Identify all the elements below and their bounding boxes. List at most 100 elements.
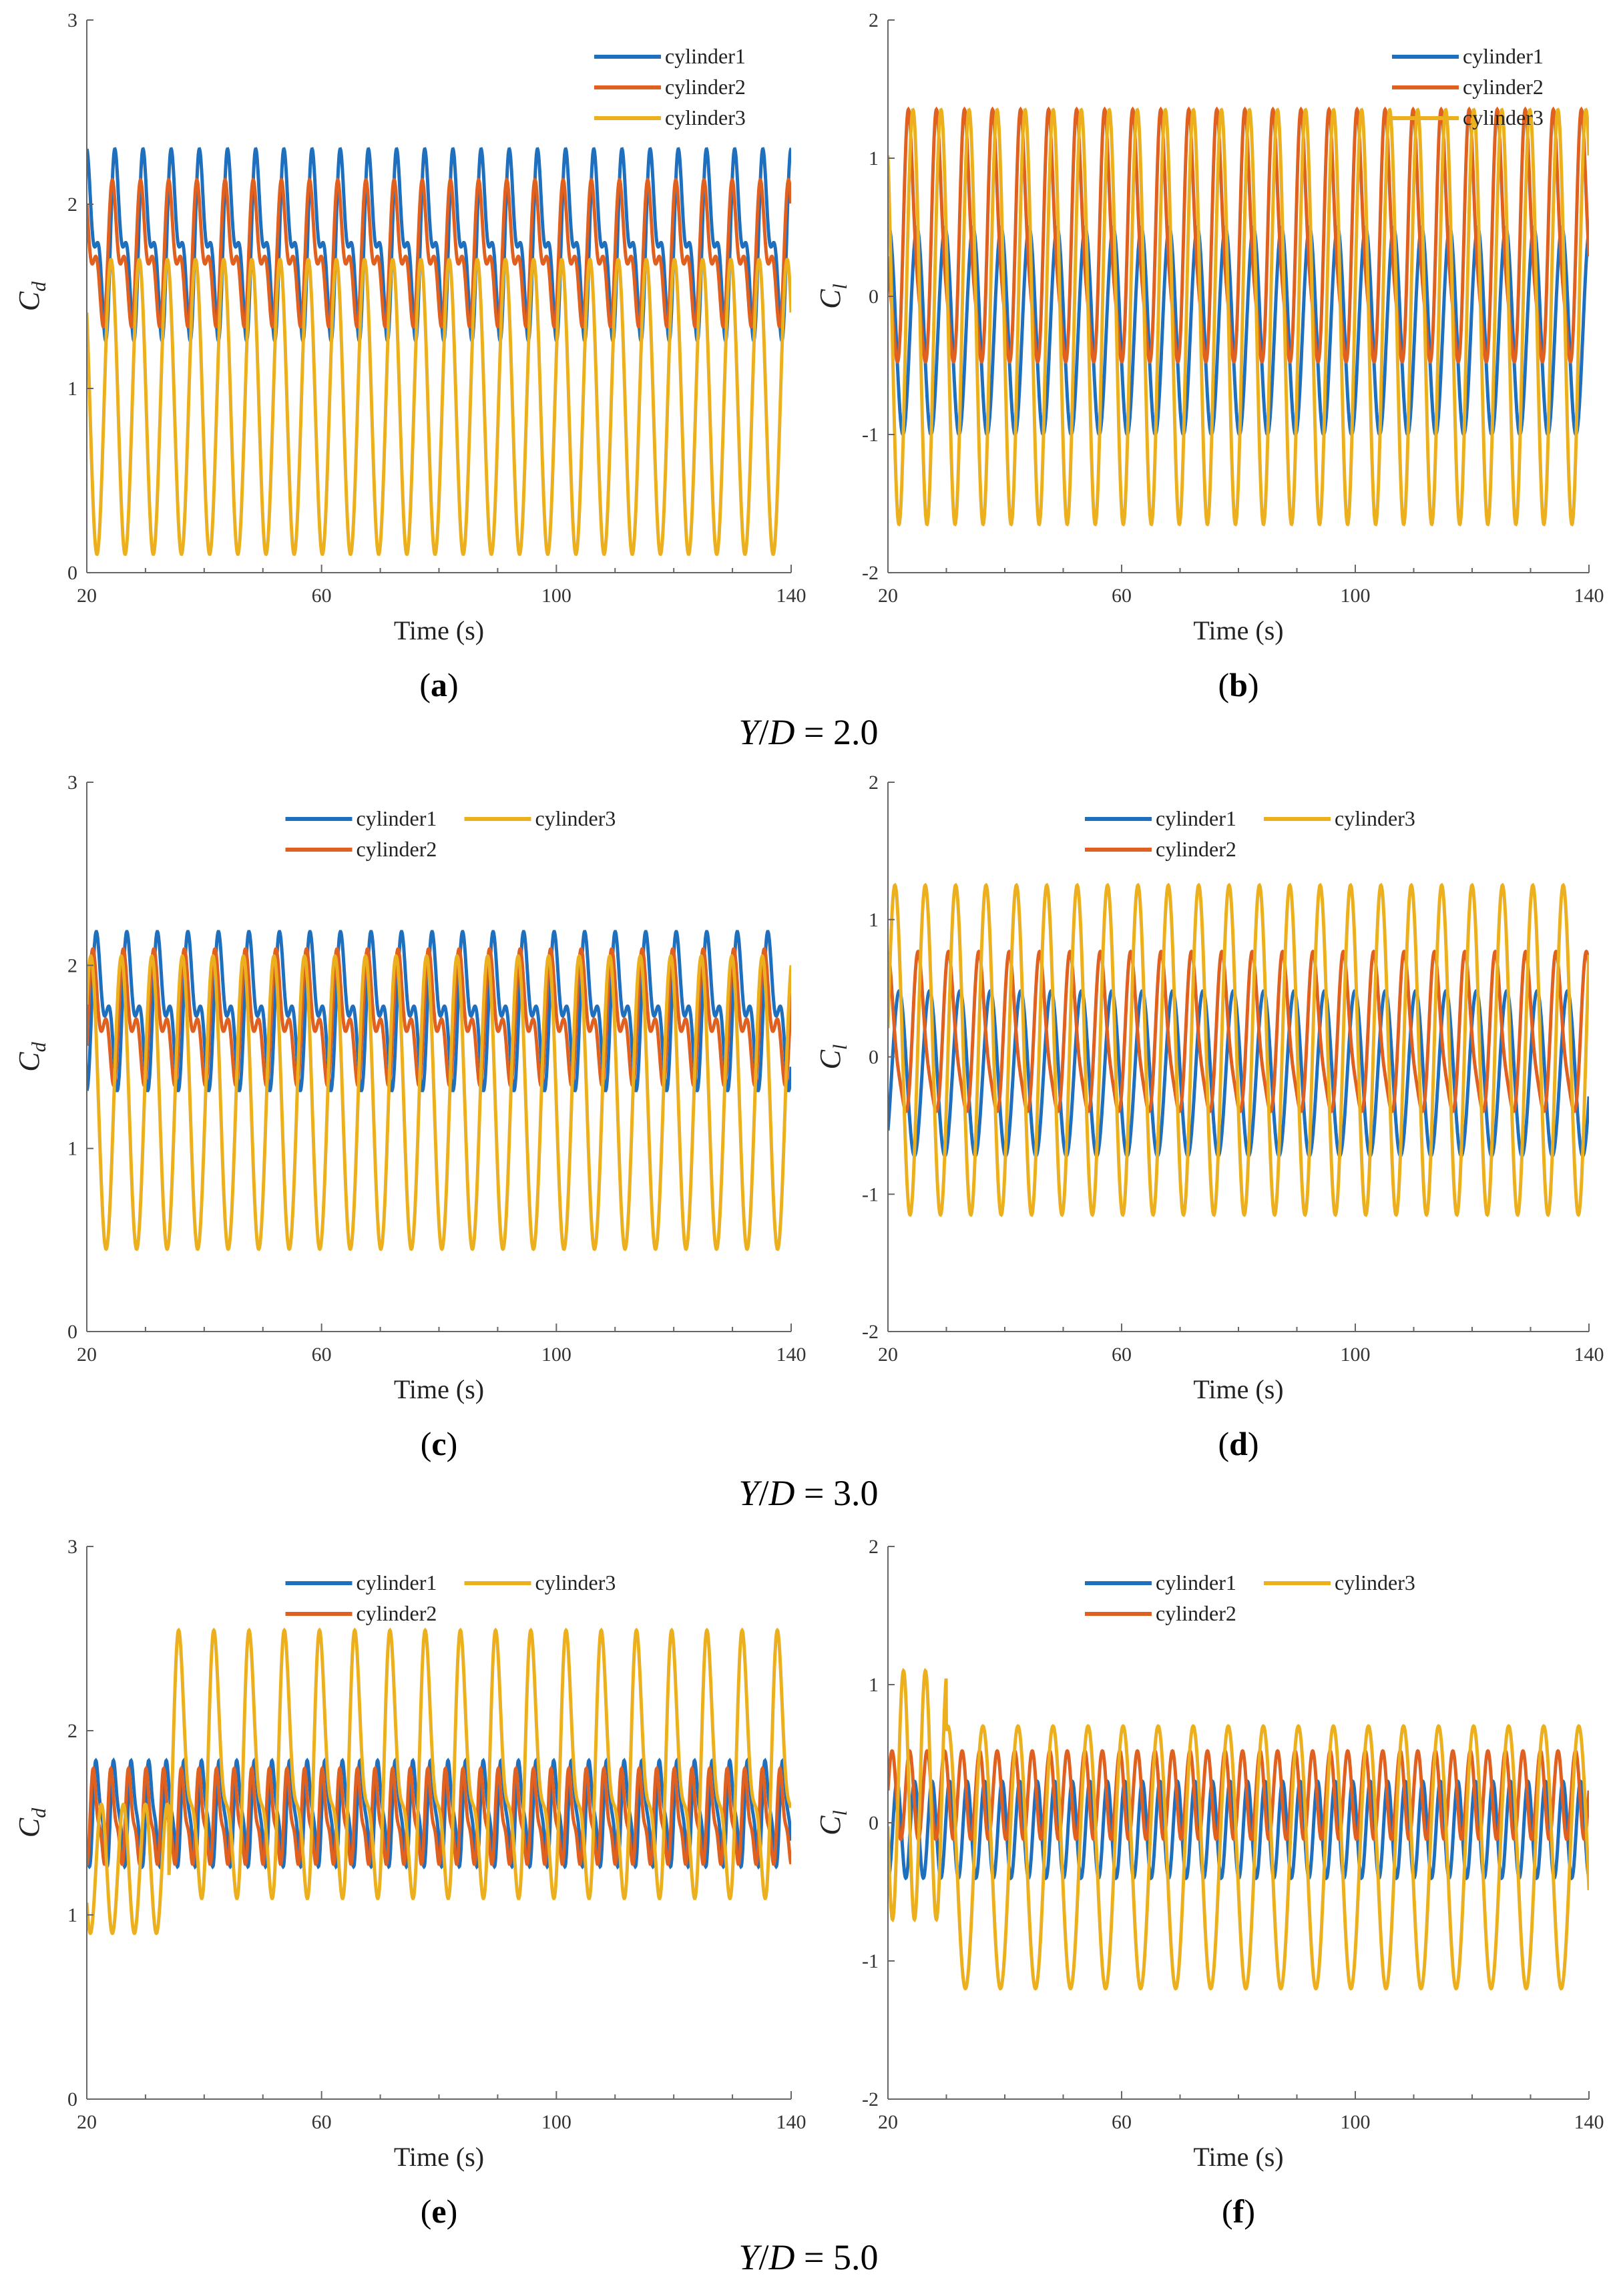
y-tick-label: 3 xyxy=(67,1536,77,1558)
x-tick-label: 140 xyxy=(776,2111,806,2133)
y-tick-label: -2 xyxy=(862,562,879,584)
legend-label-cylinder1: cylinder1 xyxy=(1156,806,1236,830)
series-line-cylinder2 xyxy=(87,946,791,1088)
y-tick-label: 1 xyxy=(869,909,879,931)
x-tick-label: 20 xyxy=(878,1344,898,1366)
x-tick-label: 60 xyxy=(312,585,332,607)
series-line-cylinder1 xyxy=(87,930,791,1093)
panel-label-e: (e) xyxy=(421,2193,458,2230)
x-tick-label: 100 xyxy=(1341,2111,1371,2133)
x-tick-label: 20 xyxy=(77,1344,97,1366)
x-tick-label: 60 xyxy=(312,1344,332,1366)
legend-label-cylinder2: cylinder2 xyxy=(1463,75,1544,99)
legend-label-cylinder2: cylinder2 xyxy=(357,1601,437,1625)
legend: cylinder1 cylinder3 cylinder2 xyxy=(1085,1570,1415,1625)
y-tick-label: 1 xyxy=(67,1138,77,1160)
legend-label-cylinder1: cylinder1 xyxy=(665,44,746,68)
row-caption: Y/D = 2.0 xyxy=(738,712,878,752)
x-tick-label: 20 xyxy=(77,2111,97,2133)
y-tick-label: 2 xyxy=(67,194,77,216)
y-tick-label: 1 xyxy=(869,1674,879,1696)
series-line-cylinder3 xyxy=(87,954,791,1251)
x-tick-label: 140 xyxy=(776,1344,806,1366)
y-tick-label: 2 xyxy=(869,772,879,794)
x-tick-label: 100 xyxy=(541,585,571,607)
series-line-cylinder2 xyxy=(87,177,791,328)
legend-label-cylinder3: cylinder3 xyxy=(1463,105,1544,129)
series-line-cylinder3 xyxy=(87,258,791,557)
legend-label-cylinder3: cylinder3 xyxy=(535,1570,616,1595)
y-tick-label: 0 xyxy=(869,286,879,308)
y-axis-label: Cd xyxy=(13,1807,50,1837)
panel-label-f: (f) xyxy=(1222,2193,1255,2230)
series-line-cylinder3 xyxy=(888,1667,1589,1991)
legend: cylinder1 cylinder2 cylinder3 xyxy=(594,44,746,129)
y-tick-label: -2 xyxy=(862,2088,879,2110)
panel-label-b: (b) xyxy=(1218,666,1258,703)
series-line-cylinder3 xyxy=(87,1627,791,1936)
y-tick-label: 3 xyxy=(67,9,77,31)
x-tick-label: 20 xyxy=(878,585,898,607)
legend: cylinder1 cylinder2 cylinder3 xyxy=(1392,44,1544,129)
row-caption: Y/D = 5.0 xyxy=(738,2237,878,2277)
y-tick-label: 2 xyxy=(869,9,879,31)
legend-label-cylinder3: cylinder3 xyxy=(1335,806,1415,830)
y-axis-label: Cl xyxy=(814,1810,851,1835)
y-tick-label: 0 xyxy=(67,2088,77,2110)
x-axis-label: Time (s) xyxy=(1193,615,1283,645)
x-tick-label: 140 xyxy=(1574,1344,1604,1366)
y-tick-label: 0 xyxy=(67,562,77,584)
x-tick-label: 100 xyxy=(1341,1344,1371,1366)
x-tick-label: 60 xyxy=(1112,2111,1132,2133)
x-axis-label: Time (s) xyxy=(1193,2142,1283,2172)
legend-label-cylinder1: cylinder1 xyxy=(1463,44,1544,68)
x-tick-label: 100 xyxy=(1341,585,1371,607)
panel-label-c: (c) xyxy=(421,1425,458,1462)
x-axis-label: Time (s) xyxy=(394,1374,484,1404)
y-axis-label: Cl xyxy=(814,284,851,309)
series-line-cylinder1 xyxy=(87,1757,791,1870)
x-axis-label: Time (s) xyxy=(394,2142,484,2172)
y-tick-label: -1 xyxy=(862,1183,879,1205)
y-tick-label: 1 xyxy=(67,378,77,400)
legend-label-cylinder3: cylinder3 xyxy=(1335,1570,1415,1595)
legend: cylinder1 cylinder3 cylinder2 xyxy=(1085,806,1415,861)
legend-label-cylinder3: cylinder3 xyxy=(665,105,746,129)
x-tick-label: 140 xyxy=(1574,2111,1604,2133)
y-axis-label: Cd xyxy=(13,1041,50,1071)
x-tick-label: 60 xyxy=(1112,585,1132,607)
legend-label-cylinder1: cylinder1 xyxy=(1156,1570,1236,1595)
legend-label-cylinder3: cylinder3 xyxy=(535,806,616,830)
x-tick-label: 140 xyxy=(1574,585,1604,607)
series-line-cylinder3 xyxy=(888,882,1589,1217)
y-tick-label: 3 xyxy=(67,772,77,794)
x-tick-label: 20 xyxy=(878,2111,898,2133)
row-caption: Y/D = 3.0 xyxy=(738,1473,878,1513)
series-line-cylinder3 xyxy=(888,107,1589,527)
x-tick-label: 60 xyxy=(1112,1344,1132,1366)
series-line-cylinder1 xyxy=(87,147,791,342)
legend-label-cylinder1: cylinder1 xyxy=(357,806,437,830)
legend-label-cylinder1: cylinder1 xyxy=(357,1570,437,1595)
y-tick-label: 0 xyxy=(67,1321,77,1343)
y-axis-label: Cd xyxy=(13,281,50,311)
series-line-cylinder2 xyxy=(888,1749,1589,1841)
y-tick-label: 1 xyxy=(869,148,879,170)
y-tick-label: 2 xyxy=(67,1720,77,1742)
y-tick-label: 0 xyxy=(869,1812,879,1834)
x-axis-label: Time (s) xyxy=(1193,1374,1283,1404)
y-tick-label: 1 xyxy=(67,1904,77,1926)
x-axis-label: Time (s) xyxy=(394,615,484,645)
y-tick-label: -1 xyxy=(862,424,879,446)
legend-label-cylinder2: cylinder2 xyxy=(665,75,746,99)
legend: cylinder1 cylinder3 cylinder2 xyxy=(285,1570,616,1625)
legend: cylinder1 cylinder3 cylinder2 xyxy=(285,806,616,861)
x-tick-label: 100 xyxy=(541,1344,571,1366)
